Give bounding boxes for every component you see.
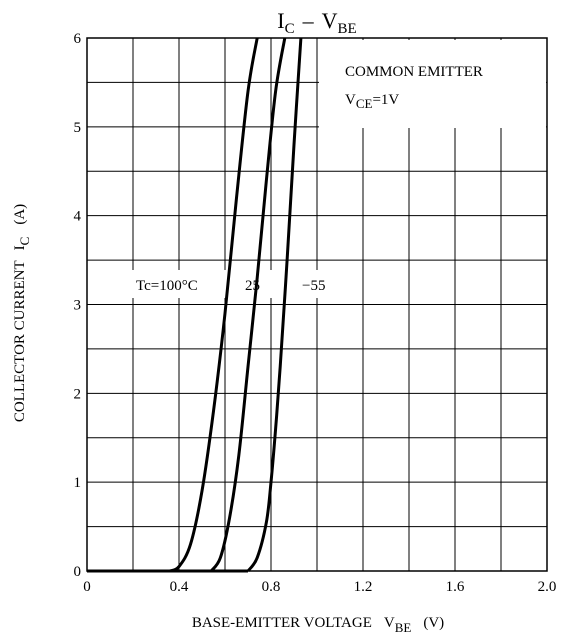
x-axis-label: BASE-EMITTER VOLTAGE VBE (V) <box>192 615 444 635</box>
series-curve-tc25 <box>209 37 287 572</box>
legend-box <box>319 40 546 128</box>
curve-label-tc100: Tc=100°C <box>136 278 198 294</box>
y-tick-label: 6 <box>74 31 82 47</box>
legend: COMMON EMITTER VCE=1V <box>319 40 546 128</box>
chart-title: IC – VBE <box>277 8 356 37</box>
series <box>87 37 303 573</box>
x-tick-label: 1.2 <box>354 579 373 595</box>
x-tick-label: 0.4 <box>170 579 189 595</box>
curve-label-tcm55: −55 <box>302 278 325 294</box>
series-curve-tc100 <box>169 37 259 573</box>
series-curve-tcm55 <box>246 37 303 572</box>
curve-label-tc25: 25 <box>245 278 260 294</box>
legend-line-2: VCE=1V <box>345 92 399 111</box>
y-tick-label: 4 <box>74 209 82 225</box>
y-tick-label: 3 <box>74 298 82 314</box>
curve-label-bg <box>132 270 338 298</box>
legend-line-1: COMMON EMITTER <box>345 64 483 80</box>
plot-frame <box>86 37 548 572</box>
x-tick-label: 2.0 <box>538 579 557 595</box>
x-tick-labels: 0 0.4 0.8 1.2 1.6 2.0 <box>83 579 556 595</box>
y-tick-labels: 0 1 2 3 4 5 6 <box>74 31 82 580</box>
y-tick-label: 1 <box>74 475 82 491</box>
x-tick-label: 1.6 <box>446 579 465 595</box>
y-tick-label: 0 <box>74 564 82 580</box>
x-tick-label: 0 <box>83 579 91 595</box>
y-tick-label: 5 <box>74 120 82 136</box>
x-tick-label: 0.8 <box>262 579 281 595</box>
y-tick-label: 2 <box>74 386 82 402</box>
y-axis-label: COLLECTOR CURRENTIC(A) <box>12 204 32 422</box>
